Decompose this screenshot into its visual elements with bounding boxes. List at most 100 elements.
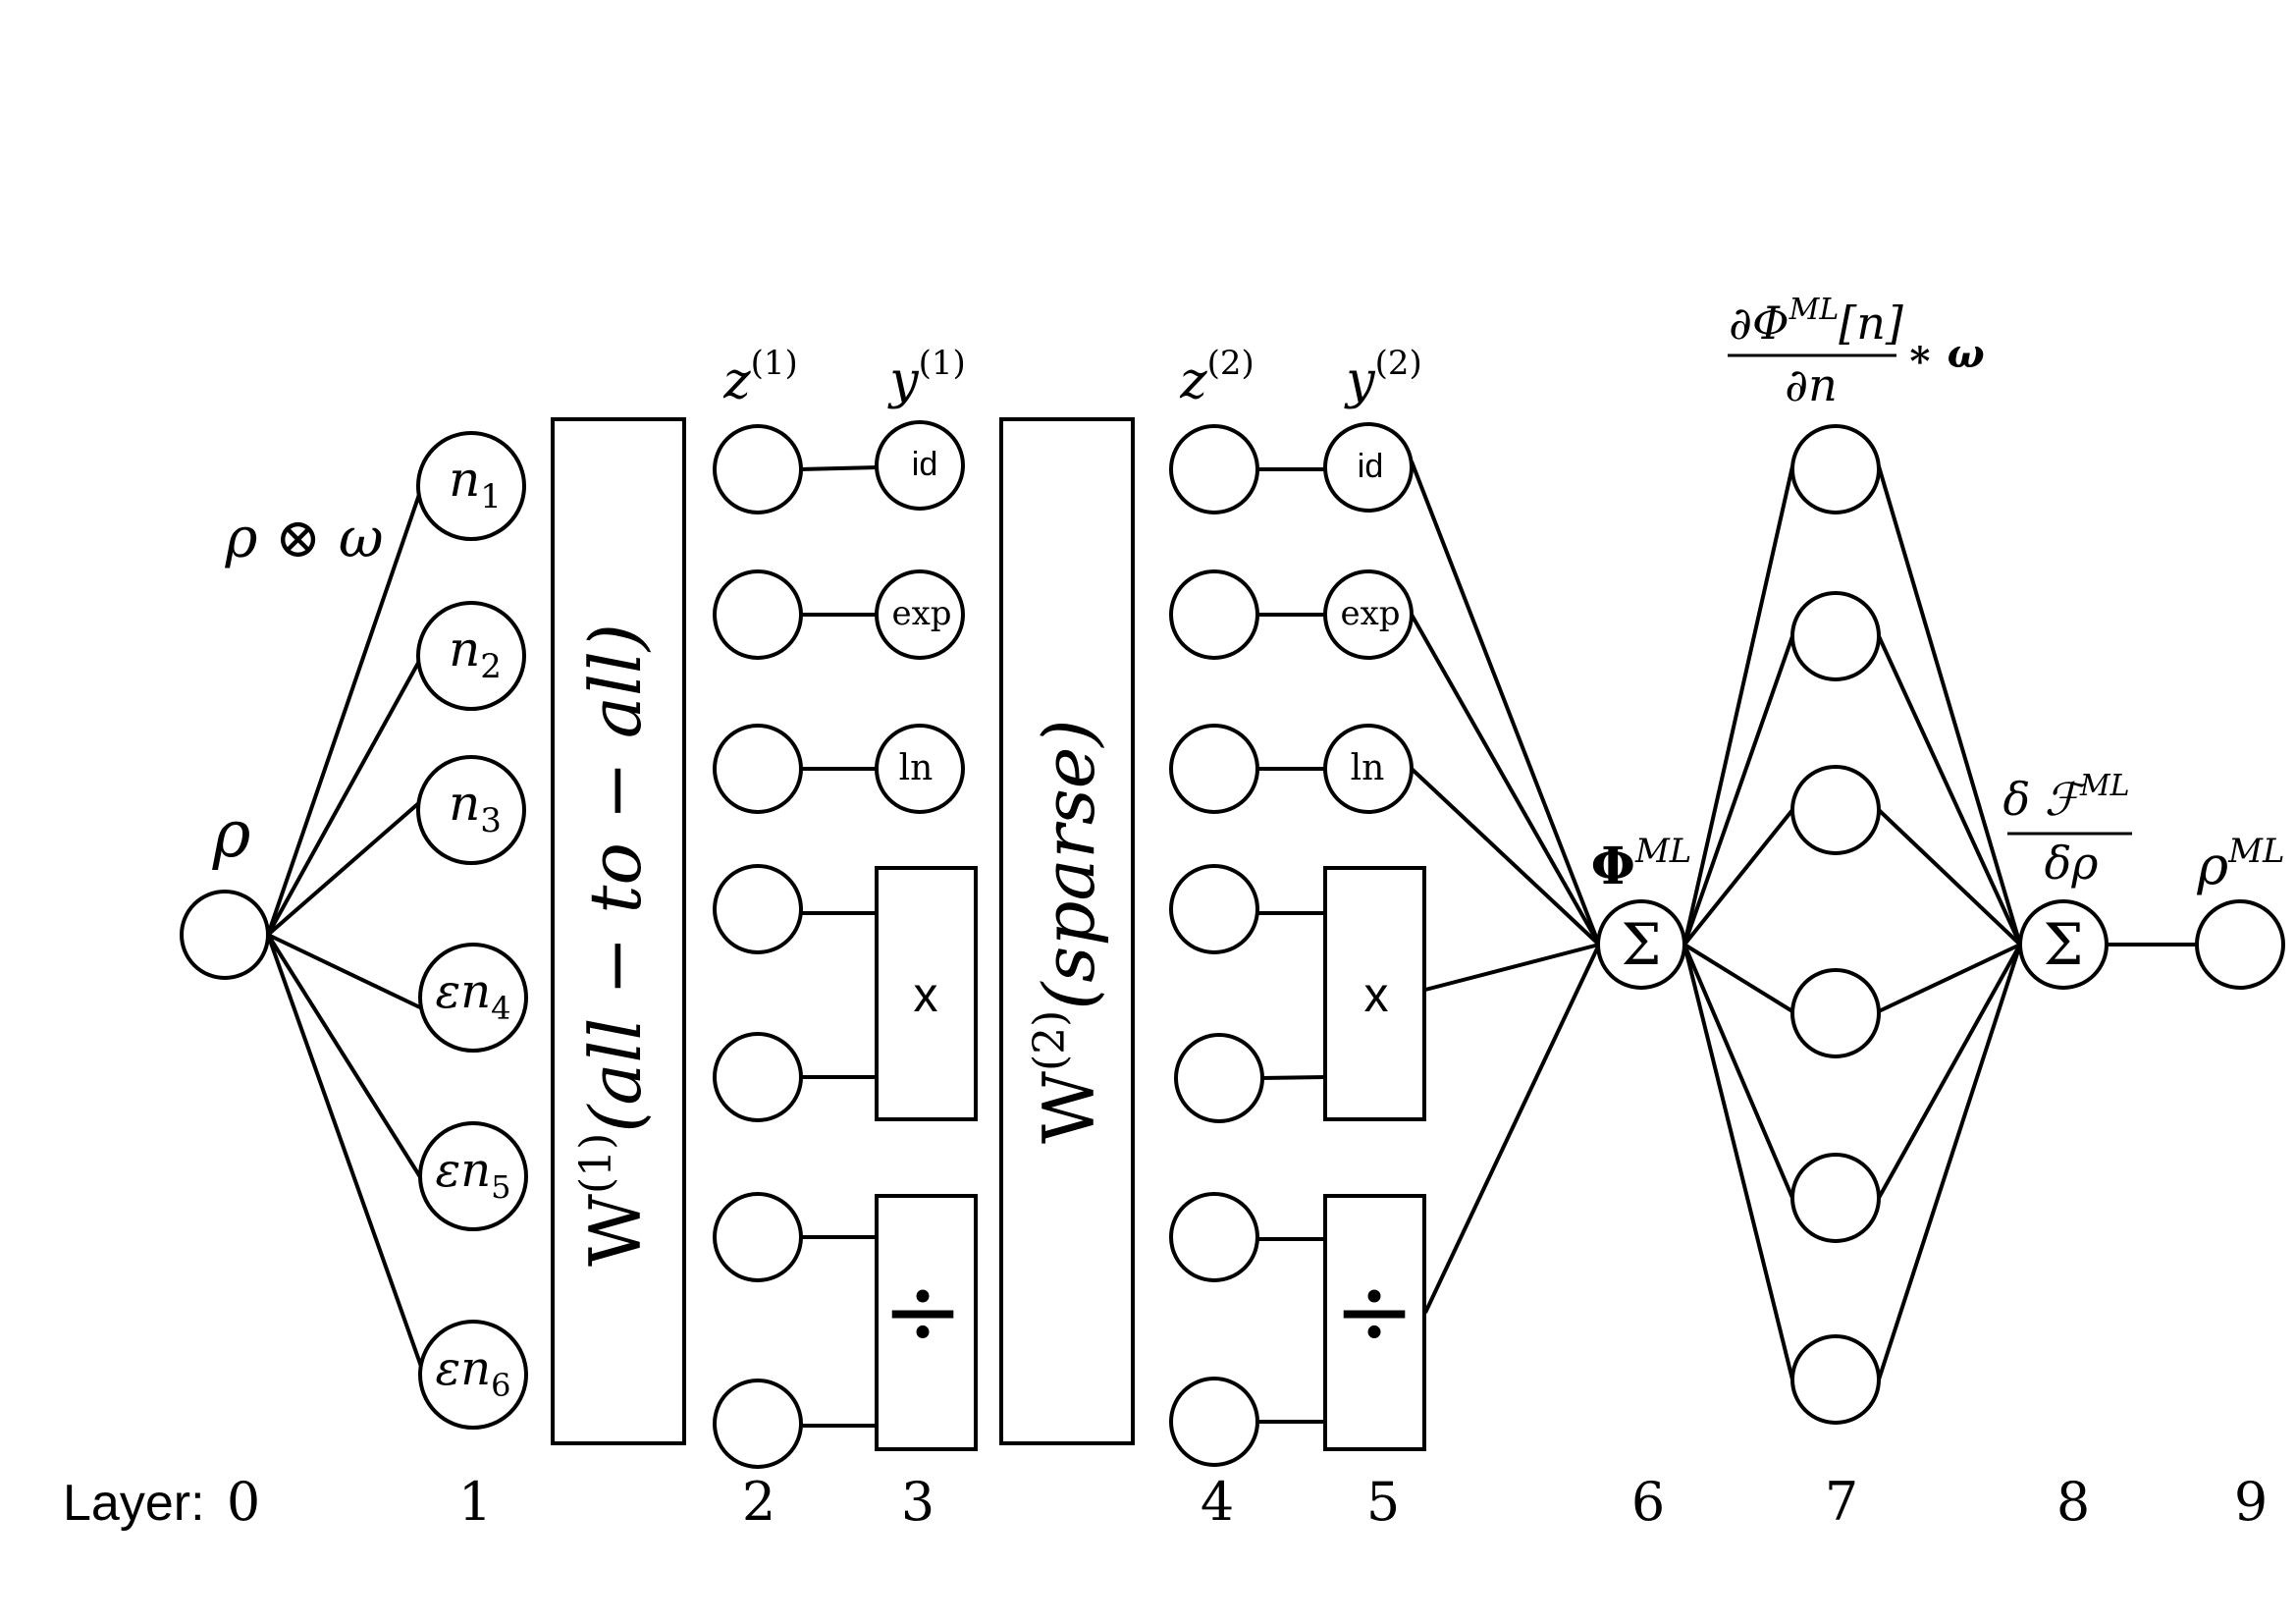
z1-node-6 [713,1192,803,1282]
w1-box [551,417,686,1445]
edge-z2-5-mul [1260,1075,1326,1080]
edge-rho-n2 [266,655,424,936]
functional-derivative-label: δ ℱML δρ [2002,769,2132,890]
output-node [2195,899,2285,990]
multiply-label-1: x [914,967,938,1022]
w2-label: W(2)(sparse) [1025,720,1110,1144]
l7-node-1 [1790,424,1881,514]
phi-label: ΦML [1591,832,1692,896]
l7-node-6 [1790,1334,1881,1425]
z2-node-5 [1174,1033,1264,1123]
edge-mul-sum [1424,943,1600,992]
n2-label: n2 [449,621,502,686]
sum-symbol-1: Σ [1621,911,1661,978]
divide-box-1 [875,1194,978,1451]
z2-node-7 [1169,1377,1259,1467]
edge-l7-6-sum8 [1877,944,2022,1380]
edge-l7-4-sum8 [1878,943,2021,1013]
layer-number-6: 6 [1631,1471,1665,1533]
layer-number-2: 2 [742,1471,775,1533]
z2-node-2 [1169,569,1259,660]
z1-node-4 [713,864,803,954]
id-node-2 [1323,422,1414,513]
divide-box-2 [1323,1194,1426,1451]
y2-label: y(2) [1344,344,1422,410]
edge-l7-5-sum8 [1877,944,2022,1199]
z1-node-5 [713,1032,803,1122]
z1-label: z(1) [722,344,798,410]
multiply-box-2 [1323,866,1426,1121]
edge-l7-2-sum8 [1877,635,2022,946]
exp-label-1: exp [891,594,951,633]
layer-number-1: 1 [458,1471,492,1533]
n5-label: εn5 [435,1143,510,1206]
n4-node [418,943,528,1053]
ln-node-2 [1323,724,1414,814]
sum-node-2 [2018,899,2109,990]
layer-7-nodes [1790,424,1881,1425]
func-deriv-denominator: δρ [2045,837,2099,890]
func-deriv-numerator: δ ℱML [2002,769,2129,826]
edge-id-sum [1410,460,1601,946]
edge-div-sum [1423,944,1601,1314]
z1-node-2 [713,569,803,660]
z1-node-1 [713,424,803,514]
exp-node-1 [875,569,965,660]
z2-label: z(2) [1179,344,1255,410]
z2-node-1 [1169,424,1259,514]
gradient-numerator: ∂ΦML[n] [1729,293,1903,350]
output-label: ρML [2196,832,2284,896]
edge-l7-1-sum8 [1877,465,2022,946]
edge-ln-sum [1410,767,1601,947]
ln-node-1 [875,724,965,814]
gradient-label: ∂ΦML[n] ∂n ∗ ω [1728,293,1985,411]
layer-number-4: 4 [1201,1471,1234,1533]
connections [266,460,2197,1428]
n4-label: εn4 [435,964,510,1027]
z2-node-6 [1169,1192,1259,1282]
z1-node-3 [713,724,803,814]
edge-sum6-l7-4 [1682,943,1794,1013]
n3-node [416,755,526,865]
n3-label: n3 [449,775,502,840]
layer-3-activations: id exp ln x ÷ [875,420,978,1451]
id-node-1 [875,420,965,511]
gradient-tail: ∗ ω [1906,331,1985,377]
edge-rho-n4 [267,933,425,1011]
layer-number-3: 3 [901,1471,934,1533]
l7-node-3 [1790,765,1881,855]
layer-5-activations: id exp ln x ÷ [1323,422,1426,1451]
layer-number-5: 5 [1366,1471,1400,1533]
l7-node-5 [1790,1153,1881,1243]
l7-node-4 [1790,968,1881,1058]
y1-label: y(1) [887,344,966,410]
multiply-label-2: x [1364,967,1389,1022]
edge-sum6-l7-1 [1682,465,1794,946]
n1-node [416,431,526,541]
id-label-1: id [912,446,937,483]
layer-1-nodes: n1 n2 n3 εn4 εn5 εn6 [416,431,528,1430]
ln-label-2: ln [1351,748,1385,788]
edge-rho-n3 [266,798,424,937]
divide-label-2: ÷ [1333,1254,1415,1369]
edge-sum6-l7-5 [1682,944,1794,1199]
z2-node-3 [1169,724,1259,814]
sum-node-1 [1596,899,1686,990]
layer-number-7: 7 [1825,1471,1858,1533]
l7-node-2 [1790,591,1881,681]
input-label: ρ [212,796,251,872]
edge-exp-sum [1410,614,1601,946]
edge-l7-3-sum8 [1877,808,2022,947]
layer-number-9: 9 [2234,1471,2268,1533]
layer-number-8: 8 [2056,1471,2090,1533]
edge-sum6-l7-2 [1682,635,1794,946]
w1-label: W(1)(all − to − all) [571,623,657,1267]
divide-label-1: ÷ [881,1254,964,1369]
edge-z1-1-id [799,465,878,471]
n5-node [418,1121,528,1231]
exp-label-2: exp [1340,594,1400,633]
edge-rho-n1 [266,485,424,936]
layer-prefix: Layer: [63,1475,205,1532]
sum-symbol-2: Σ [2043,911,2083,978]
edge-sum6-l7-6 [1682,944,1794,1380]
